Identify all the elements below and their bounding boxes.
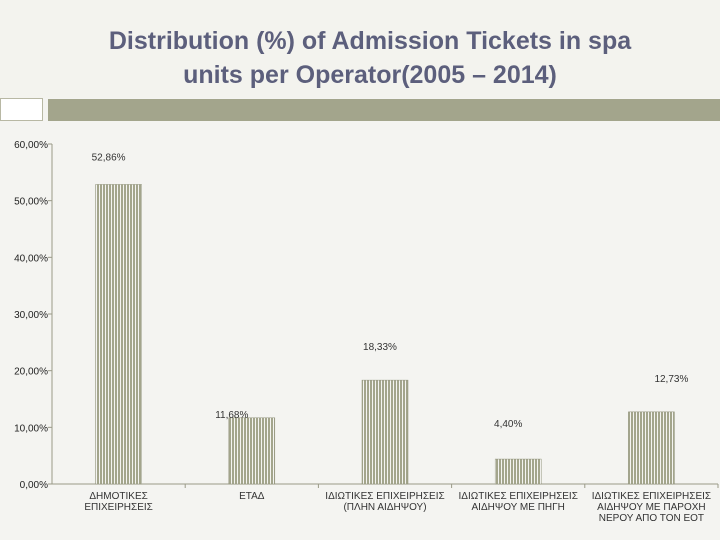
title-area: Distribution (%) of Admission Tickets in…	[0, 0, 720, 98]
category-label: (ΠΛΗΝ ΑΙΔΗΨΟΥ)	[343, 502, 426, 513]
y-tick-label: 60,00%	[14, 140, 48, 151]
axes: 0,00% 10,00% 20,00% 30,00% 40,00% 50,00% 60,00…	[14, 140, 719, 491]
y-tick-label: 0,00%	[20, 480, 48, 491]
bar-chart: 0,00% 10,00% 20,00% 30,00% 40,00% 50,00% 60,00…	[14, 140, 719, 524]
data-label: 11,68%	[215, 410, 248, 421]
y-tick-label: 50,00%	[14, 197, 48, 208]
category-label: ΙΔΙΩΤΙΚΕΣ ΕΠΙΧΕΙΡΗΣΕΙΣ	[592, 491, 711, 502]
y-tick-label: 10,00%	[14, 423, 48, 434]
category-label: ΕΠΙΧΕΙΡΗΣΕΙΣ	[84, 502, 153, 513]
chart-title: Distribution (%) of Admission Tickets in…	[0, 24, 720, 92]
chart-area: 0,00% 10,00% 20,00% 30,00% 40,00% 50,00% 60,00…	[0, 124, 720, 540]
data-label: 12,73%	[654, 374, 688, 385]
category-label: ΔΗΜΟΤΙΚΕΣ	[89, 491, 147, 502]
chart-title-line-1: Distribution (%) of Admission Tickets in…	[108, 27, 632, 55]
data-label: 52,86%	[92, 152, 126, 163]
y-tick-label: 30,00%	[14, 310, 48, 321]
category-label: ΑΙΔΗΨΟΥ ΜΕ ΠΗΓΗ	[472, 502, 565, 513]
data-label: 18,33%	[363, 342, 397, 353]
data-label: 4,40%	[494, 419, 522, 430]
decorative-band-left	[0, 98, 43, 121]
chart-title-line-2: units per Operator(2005 – 2014)	[183, 61, 557, 89]
bar	[228, 417, 276, 485]
category-label: ΝΕΡΟΥ ΑΠΟ ΤΟΝ ΕΟΤ	[599, 513, 704, 524]
bars	[95, 184, 675, 485]
category-label: ΙΔΙΩΤΙΚΕΣ ΕΠΙΧΕΙΡΗΣΕΙΣ	[459, 491, 578, 502]
y-tick-label: 40,00%	[14, 253, 48, 264]
category-label: ΑΙΔΗΨΟΥ ΜΕ ΠΑΡΟΧΗ	[597, 502, 705, 513]
bar	[361, 379, 409, 485]
category-label: ΕΤΑΔ	[239, 491, 265, 502]
decorative-band-right	[48, 99, 720, 121]
category-label: ΙΔΙΩΤΙΚΕΣ ΕΠΙΧΕΙΡΗΣΕΙΣ	[325, 491, 444, 502]
bar	[494, 458, 542, 485]
bar	[628, 411, 675, 485]
bar	[95, 184, 142, 485]
y-tick-label: 20,00%	[14, 367, 48, 378]
